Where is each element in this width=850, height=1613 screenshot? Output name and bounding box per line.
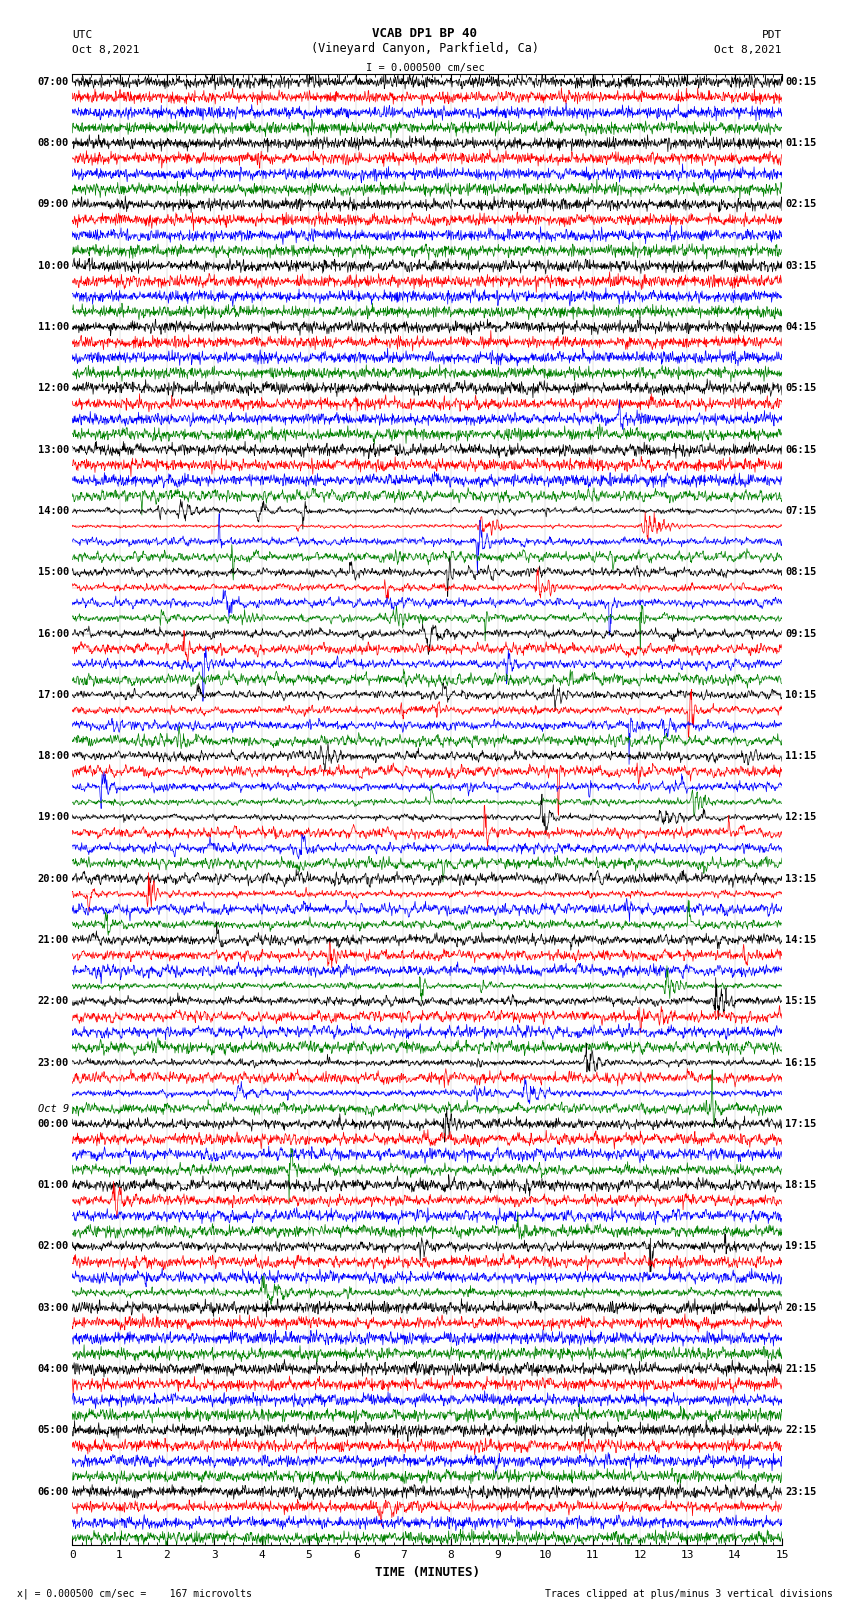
- Text: 23:15: 23:15: [785, 1487, 817, 1497]
- Text: 03:15: 03:15: [785, 261, 817, 271]
- Text: 18:00: 18:00: [37, 752, 69, 761]
- Text: 23:00: 23:00: [37, 1058, 69, 1068]
- Text: (Vineyard Canyon, Parkfield, Ca): (Vineyard Canyon, Parkfield, Ca): [311, 42, 539, 55]
- Text: 20:15: 20:15: [785, 1303, 817, 1313]
- Text: 20:00: 20:00: [37, 874, 69, 884]
- Text: 18:15: 18:15: [785, 1181, 817, 1190]
- Text: 10:15: 10:15: [785, 690, 817, 700]
- Text: 22:00: 22:00: [37, 997, 69, 1007]
- Text: I = 0.000500 cm/sec: I = 0.000500 cm/sec: [366, 63, 484, 73]
- Text: VCAB DP1 BP 40: VCAB DP1 BP 40: [372, 27, 478, 40]
- Text: 09:00: 09:00: [37, 200, 69, 210]
- Text: 04:00: 04:00: [37, 1365, 69, 1374]
- Text: 04:15: 04:15: [785, 323, 817, 332]
- Text: PDT: PDT: [762, 31, 782, 40]
- Text: Oct 8,2021: Oct 8,2021: [715, 45, 782, 55]
- Text: 15:15: 15:15: [785, 997, 817, 1007]
- Text: x| = 0.000500 cm/sec =    167 microvolts: x| = 0.000500 cm/sec = 167 microvolts: [17, 1589, 252, 1598]
- Text: 05:15: 05:15: [785, 384, 817, 394]
- Text: 09:15: 09:15: [785, 629, 817, 639]
- Text: Traces clipped at plus/minus 3 vertical divisions: Traces clipped at plus/minus 3 vertical …: [545, 1589, 833, 1598]
- Text: UTC: UTC: [72, 31, 93, 40]
- Text: 16:00: 16:00: [37, 629, 69, 639]
- Text: 12:15: 12:15: [785, 813, 817, 823]
- Text: 14:00: 14:00: [37, 506, 69, 516]
- Text: Oct 9: Oct 9: [37, 1103, 69, 1113]
- Text: 17:15: 17:15: [785, 1119, 817, 1129]
- Text: 02:15: 02:15: [785, 200, 817, 210]
- Text: 01:15: 01:15: [785, 139, 817, 148]
- Text: 07:00: 07:00: [37, 77, 69, 87]
- Text: 10:00: 10:00: [37, 261, 69, 271]
- Text: 02:00: 02:00: [37, 1242, 69, 1252]
- Text: 22:15: 22:15: [785, 1426, 817, 1436]
- Text: 13:15: 13:15: [785, 874, 817, 884]
- Text: 00:15: 00:15: [785, 77, 817, 87]
- Text: 06:00: 06:00: [37, 1487, 69, 1497]
- Text: 00:00: 00:00: [37, 1119, 69, 1129]
- Text: 12:00: 12:00: [37, 384, 69, 394]
- Text: 16:15: 16:15: [785, 1058, 817, 1068]
- Text: 06:15: 06:15: [785, 445, 817, 455]
- Text: 13:00: 13:00: [37, 445, 69, 455]
- Text: 11:00: 11:00: [37, 323, 69, 332]
- Text: 14:15: 14:15: [785, 936, 817, 945]
- X-axis label: TIME (MINUTES): TIME (MINUTES): [375, 1566, 479, 1579]
- Text: 05:00: 05:00: [37, 1426, 69, 1436]
- Text: 15:00: 15:00: [37, 568, 69, 577]
- Text: 08:15: 08:15: [785, 568, 817, 577]
- Text: 11:15: 11:15: [785, 752, 817, 761]
- Text: 08:00: 08:00: [37, 139, 69, 148]
- Text: 17:00: 17:00: [37, 690, 69, 700]
- Text: 19:15: 19:15: [785, 1242, 817, 1252]
- Text: 03:00: 03:00: [37, 1303, 69, 1313]
- Text: 21:15: 21:15: [785, 1365, 817, 1374]
- Text: 19:00: 19:00: [37, 813, 69, 823]
- Text: 07:15: 07:15: [785, 506, 817, 516]
- Text: 21:00: 21:00: [37, 936, 69, 945]
- Text: 01:00: 01:00: [37, 1181, 69, 1190]
- Text: Oct 8,2021: Oct 8,2021: [72, 45, 139, 55]
